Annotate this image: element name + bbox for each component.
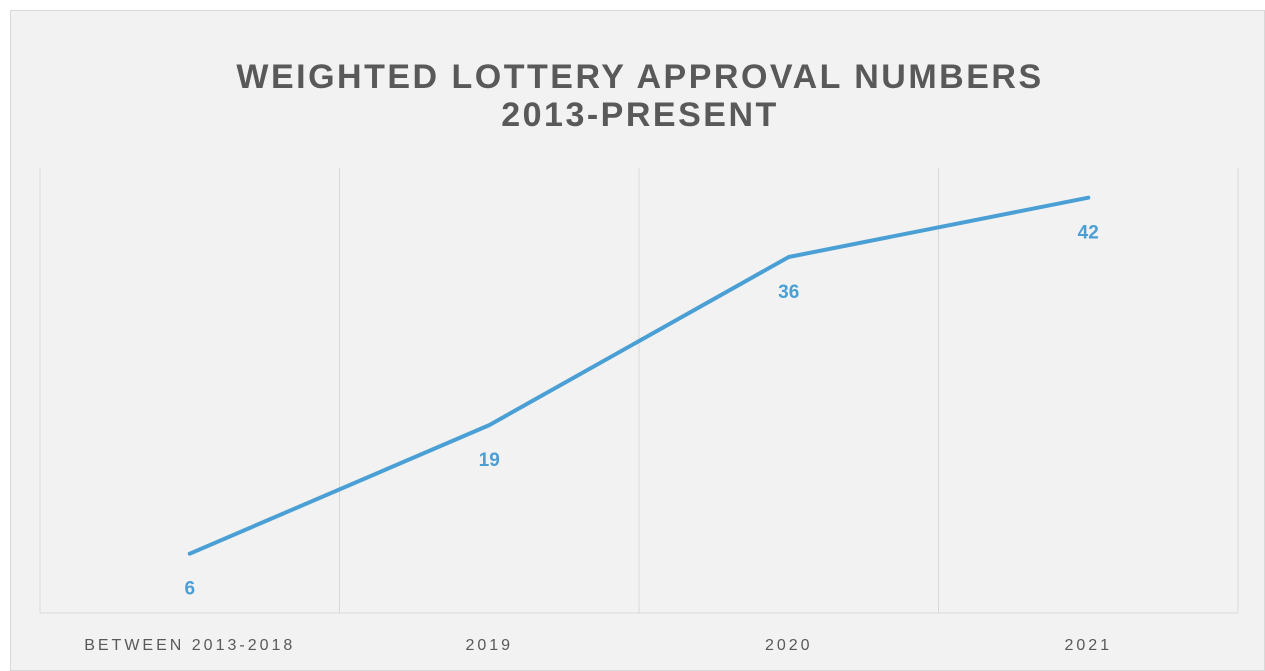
x-tick-label: 2021: [1064, 637, 1112, 654]
data-label: 42: [1078, 223, 1099, 244]
data-line: [187, 195, 1091, 556]
data-label: 19: [479, 450, 500, 471]
x-tick-label: 2020: [765, 637, 813, 654]
x-tick-label: 2019: [465, 637, 513, 654]
data-label: 36: [778, 282, 799, 303]
data-label: 6: [184, 579, 195, 600]
chart-title: 2013-PRESENT: [501, 96, 779, 134]
chart-title: WEIGHTED LOTTERY APPROVAL NUMBERS: [236, 58, 1043, 96]
x-tick-label: BETWEEN 2013-2018: [84, 637, 295, 654]
